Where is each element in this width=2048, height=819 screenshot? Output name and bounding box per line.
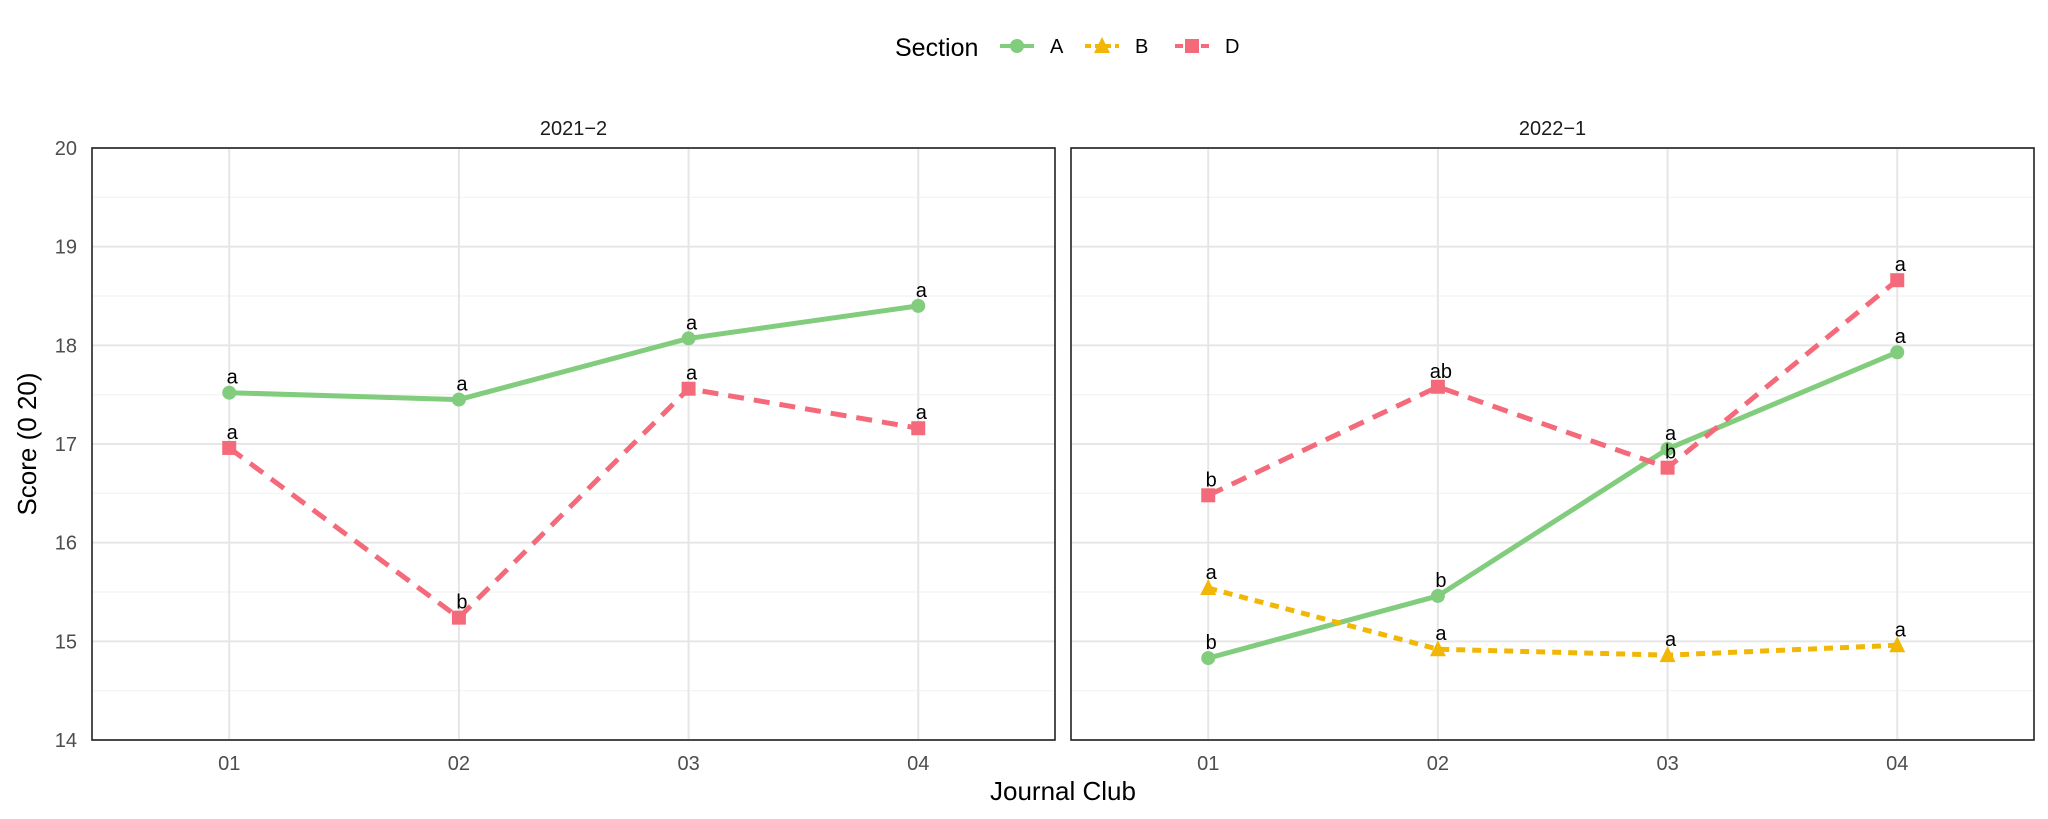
point-label: a xyxy=(686,312,698,334)
data-point xyxy=(681,331,696,346)
x-tick-label: 02 xyxy=(448,753,470,775)
series-line xyxy=(227,386,919,621)
series-a: a a a a xyxy=(222,280,928,407)
data-point xyxy=(1201,488,1216,503)
data-point xyxy=(1660,460,1675,475)
x-tick-label: 02 xyxy=(1427,753,1449,775)
panel-border xyxy=(91,147,1056,741)
legend-label: D xyxy=(1225,36,1239,58)
legend-label: B xyxy=(1135,36,1148,58)
point-label: a xyxy=(1206,562,1218,584)
x-tick-label: 03 xyxy=(1656,753,1678,775)
y-tick-label: 15 xyxy=(55,631,77,653)
point-label: b xyxy=(1206,469,1217,491)
point-label: a xyxy=(227,422,239,444)
data-point xyxy=(1659,646,1676,663)
point-label: ab xyxy=(1430,361,1452,383)
y-tick-label: 20 xyxy=(55,138,77,160)
y-axis: 14 15 16 17 18 19 20 xyxy=(55,138,77,752)
point-label: a xyxy=(1895,326,1907,348)
y-tick-label: 17 xyxy=(55,434,77,456)
series-line xyxy=(1207,349,1899,661)
x-tick-label: 03 xyxy=(677,753,699,775)
data-point xyxy=(1200,579,1217,596)
x-tick-label: 01 xyxy=(1197,753,1219,775)
series-d: a b a a xyxy=(222,363,928,625)
x-tick-label: 01 xyxy=(218,753,240,775)
y-tick-label: 18 xyxy=(55,335,77,357)
data-point xyxy=(1890,345,1905,360)
series-b: a a a a xyxy=(1200,562,1907,663)
y-axis-title: Score (0 20) xyxy=(12,372,42,515)
legend-item-a: A xyxy=(1000,36,1064,58)
data-point xyxy=(911,298,926,313)
legend-key-marker xyxy=(1094,37,1110,53)
x-tick-label: 04 xyxy=(907,753,929,775)
data-point xyxy=(1890,273,1905,288)
legend-key-marker xyxy=(1010,39,1024,53)
legend-item-b: B xyxy=(1085,36,1148,58)
series-line xyxy=(1207,585,1898,658)
data-point xyxy=(451,610,466,625)
legend-key-marker xyxy=(1185,39,1199,53)
point-label: a xyxy=(1665,629,1677,651)
legend-label: A xyxy=(1050,36,1064,58)
legend: Section A B D xyxy=(895,34,1239,62)
data-point xyxy=(1429,640,1446,657)
point-label: b xyxy=(1206,632,1217,654)
panel-title: 2021−2 xyxy=(540,118,607,140)
point-label: a xyxy=(1895,619,1907,641)
x-axis-title: Journal Club xyxy=(990,776,1136,806)
data-point xyxy=(1430,588,1445,603)
point-label: a xyxy=(1665,423,1677,445)
series-line xyxy=(1207,278,1899,498)
point-label: a xyxy=(916,280,928,302)
point-label: a xyxy=(916,402,928,424)
point-label: a xyxy=(227,367,239,389)
y-tick-label: 16 xyxy=(55,533,77,555)
data-point xyxy=(451,392,466,407)
point-label: a xyxy=(1435,623,1447,645)
x-tick-label: 04 xyxy=(1886,753,1908,775)
series-line xyxy=(229,303,919,403)
legend-item-d: D xyxy=(1175,36,1239,58)
panel-border xyxy=(1070,147,2035,741)
data-point xyxy=(1889,636,1906,653)
panel-title: 2022−1 xyxy=(1519,118,1586,140)
point-label: a xyxy=(456,374,468,396)
data-point xyxy=(681,381,696,396)
data-point xyxy=(222,385,237,400)
data-point xyxy=(911,421,926,436)
data-point xyxy=(1430,379,1445,394)
data-point xyxy=(1201,651,1216,666)
y-tick-label: 19 xyxy=(55,237,77,259)
point-label: a xyxy=(686,363,698,385)
data-point xyxy=(1660,441,1675,456)
point-label: b xyxy=(1435,570,1446,592)
panel-1: 2021−2 01 02 03 04 a a a a a b a a xyxy=(91,118,1056,775)
legend-title: Section xyxy=(895,34,978,62)
point-label: a xyxy=(1895,254,1907,276)
point-label: b xyxy=(456,592,467,614)
y-tick-label: 14 xyxy=(55,730,77,752)
point-label: b xyxy=(1665,442,1676,464)
data-point xyxy=(222,440,237,455)
